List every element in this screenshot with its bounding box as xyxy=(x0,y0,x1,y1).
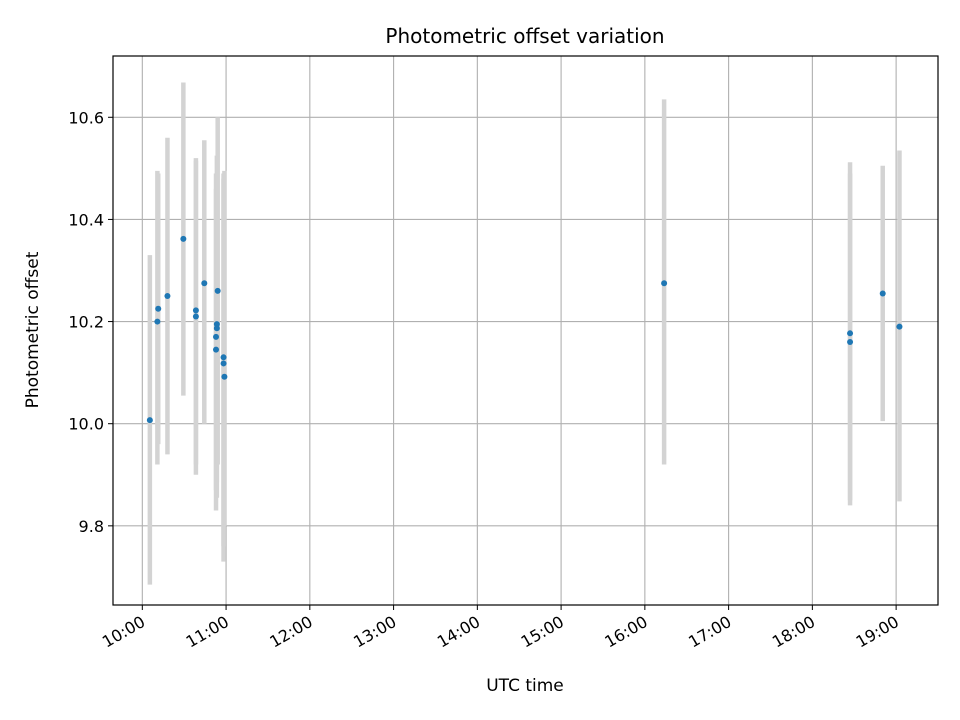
data-point xyxy=(847,338,854,345)
y-tick-label: 10.2 xyxy=(68,313,104,332)
data-point xyxy=(220,360,227,367)
y-axis: 9.8 10.0 10.2 10.4 10.6 xyxy=(68,108,113,536)
data-point xyxy=(180,235,187,242)
data-point xyxy=(220,354,227,361)
y-tick-label: 10.4 xyxy=(68,210,104,229)
y-tick-label: 9.8 xyxy=(79,517,104,536)
data-point xyxy=(154,318,161,325)
data-point xyxy=(213,333,220,340)
data-point xyxy=(164,293,171,300)
data-point xyxy=(192,313,199,320)
plot-frame xyxy=(112,55,939,606)
grid xyxy=(113,56,938,605)
data-point xyxy=(201,280,208,287)
data-point xyxy=(879,290,886,297)
data-point xyxy=(661,280,668,287)
chart-title: Photometric offset variation xyxy=(385,24,664,48)
data-point xyxy=(192,307,199,314)
data-point xyxy=(155,305,162,312)
y-axis-label: Photometric offset xyxy=(23,251,43,408)
data-point xyxy=(896,323,903,330)
data-point xyxy=(146,417,153,424)
y-tick-label: 10.0 xyxy=(68,415,104,434)
data-point xyxy=(213,325,220,332)
x-axis-label: UTC time xyxy=(486,676,564,696)
data-point xyxy=(214,287,221,294)
data-point xyxy=(847,330,854,337)
data-point xyxy=(213,346,220,353)
data-point xyxy=(221,373,228,380)
data-points xyxy=(146,235,903,424)
y-tick-label: 10.6 xyxy=(68,108,104,127)
